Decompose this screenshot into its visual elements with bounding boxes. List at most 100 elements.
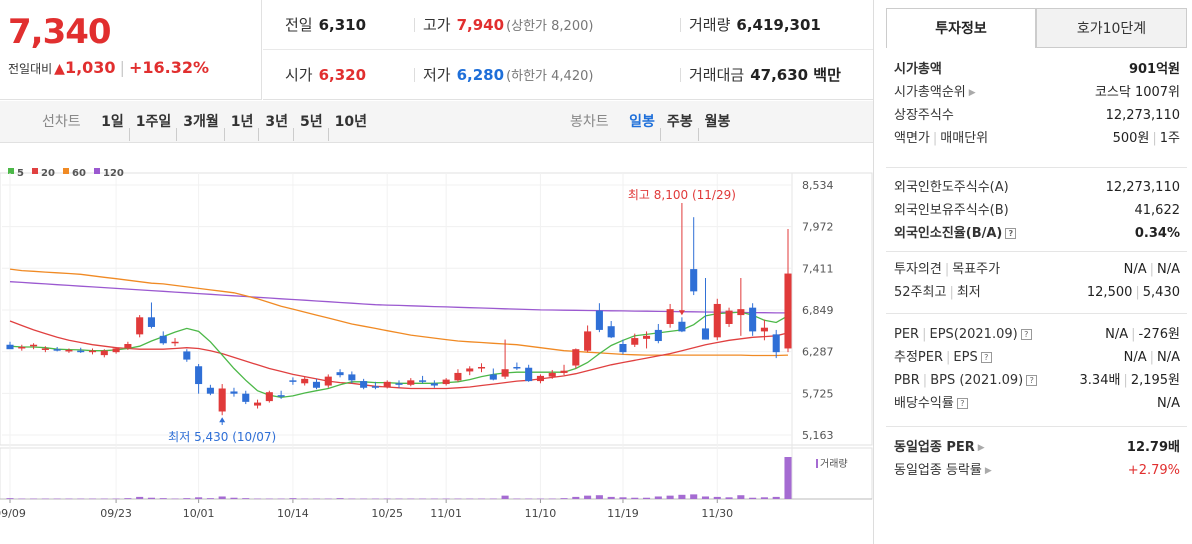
candle-body[interactable] [218, 388, 226, 412]
info-value-part: N/A [1123, 350, 1147, 365]
candle-body[interactable] [489, 374, 497, 380]
candle-body[interactable] [124, 344, 132, 349]
info-value: N/A | N/A [1124, 346, 1180, 369]
candlestick-chart[interactable]: 5 20 60 120 8,534 7,972 7,411 6,849 6,287 5,725 5,… [0, 143, 873, 544]
volume-bar [136, 496, 144, 499]
candle-body[interactable] [6, 344, 14, 350]
tab-investment-info[interactable]: 투자정보 [886, 8, 1036, 48]
candle-body[interactable] [654, 329, 662, 342]
candle-body[interactable] [442, 379, 450, 385]
help-icon[interactable]: ? [980, 352, 992, 363]
chevron-right-icon[interactable]: ▶ [977, 443, 985, 453]
candle-body[interactable] [301, 378, 309, 384]
candle-body[interactable] [230, 391, 238, 394]
candle-body[interactable] [312, 381, 321, 388]
candle-body[interactable] [749, 307, 757, 332]
candle-body[interactable] [572, 349, 580, 366]
candle-body[interactable] [100, 350, 108, 356]
candle-body[interactable] [501, 369, 509, 377]
candle-body[interactable] [324, 376, 332, 386]
volume-bar [466, 498, 474, 500]
volume-bar [147, 497, 155, 499]
candle-body[interactable] [171, 341, 179, 344]
candle-body[interactable] [466, 368, 474, 372]
candle-body[interactable] [725, 310, 733, 324]
tab-5y[interactable]: 5년 [294, 114, 329, 130]
line-chart-tabs: 선차트 1일 1주일 3개월 1년 3년 5년 10년 [42, 101, 373, 143]
candle-body[interactable] [289, 380, 297, 382]
candle-body[interactable] [631, 338, 639, 345]
tab-daily[interactable]: 일봉 [629, 114, 655, 130]
x-tick-label: 11/30 [701, 507, 733, 520]
candle-body[interactable] [360, 381, 368, 388]
candle-chart-label: 봉차트 [570, 114, 609, 130]
candle-body[interactable] [430, 383, 438, 386]
volume-bar [289, 498, 297, 499]
candle-body[interactable] [53, 349, 61, 351]
candle-body[interactable] [619, 344, 627, 353]
tab-3m[interactable]: 3개월 [177, 114, 225, 130]
candle-body[interactable] [265, 392, 273, 402]
candle-body[interactable] [772, 334, 780, 353]
candle-body[interactable] [65, 349, 73, 352]
tab-1w[interactable]: 1주일 [130, 114, 178, 130]
candle-body[interactable] [701, 328, 710, 340]
help-icon[interactable]: ? [1020, 329, 1032, 340]
candle-body[interactable] [183, 351, 191, 360]
volume-legend-swatch [816, 459, 818, 468]
tab-3y[interactable]: 3년 [259, 114, 294, 130]
chevron-right-icon[interactable]: ▶ [984, 466, 992, 476]
tab-1y[interactable]: 1년 [225, 114, 260, 130]
candle-body[interactable] [525, 367, 533, 382]
help-icon[interactable]: ? [1005, 228, 1017, 239]
help-icon[interactable]: ? [1026, 375, 1038, 386]
candle-body[interactable] [407, 380, 415, 385]
candle-body[interactable] [77, 350, 85, 353]
candle-body[interactable] [371, 386, 379, 388]
candle-body[interactable] [195, 366, 203, 385]
candle-body[interactable] [643, 335, 651, 339]
candle-body[interactable] [607, 326, 615, 338]
tab-10y[interactable]: 10년 [329, 114, 373, 130]
candle-body[interactable] [666, 309, 674, 324]
chevron-right-icon[interactable]: ▶ [968, 88, 976, 98]
candle-body[interactable] [277, 395, 285, 397]
candle-body[interactable] [254, 402, 262, 406]
candle-body[interactable] [595, 310, 603, 330]
candle-body[interactable] [383, 381, 391, 388]
candle-body[interactable] [348, 374, 356, 381]
candle-body[interactable] [112, 348, 120, 353]
candle-body[interactable] [536, 375, 544, 382]
tab-weekly[interactable]: 주봉 [661, 114, 699, 130]
help-icon[interactable]: ? [956, 398, 968, 409]
candle-body[interactable] [395, 383, 403, 385]
candle-body[interactable] [548, 372, 556, 377]
candle-body[interactable] [159, 335, 167, 344]
volume-bar [383, 498, 391, 500]
candle-body[interactable] [678, 321, 686, 332]
candle-body[interactable] [336, 372, 344, 376]
tab-1d[interactable]: 1일 [101, 114, 124, 130]
candle-body[interactable] [136, 317, 144, 335]
tab-monthly[interactable]: 월봉 [699, 114, 737, 130]
candle-body[interactable] [18, 346, 26, 349]
candle-body[interactable] [30, 344, 38, 347]
candle-body[interactable] [513, 366, 521, 369]
candle-body[interactable] [784, 273, 792, 349]
candle-body[interactable] [477, 366, 486, 369]
info-key-part: 외국인소진율(B/A) [894, 226, 1003, 241]
candle-body[interactable] [41, 348, 49, 350]
candle-body[interactable] [454, 372, 462, 381]
candle-body[interactable] [760, 327, 768, 332]
candle-body[interactable] [88, 350, 97, 353]
candle-body[interactable] [206, 387, 214, 394]
candle-body[interactable] [147, 317, 155, 327]
candle-body[interactable] [242, 393, 250, 402]
tab-order-book[interactable]: 호가10단계 [1036, 8, 1187, 48]
candle-body[interactable] [690, 269, 698, 292]
candle-body[interactable] [560, 370, 568, 373]
candle-body[interactable] [584, 331, 592, 351]
candle-body[interactable] [737, 309, 745, 316]
candle-body[interactable] [713, 303, 721, 338]
candle-body[interactable] [419, 380, 427, 382]
